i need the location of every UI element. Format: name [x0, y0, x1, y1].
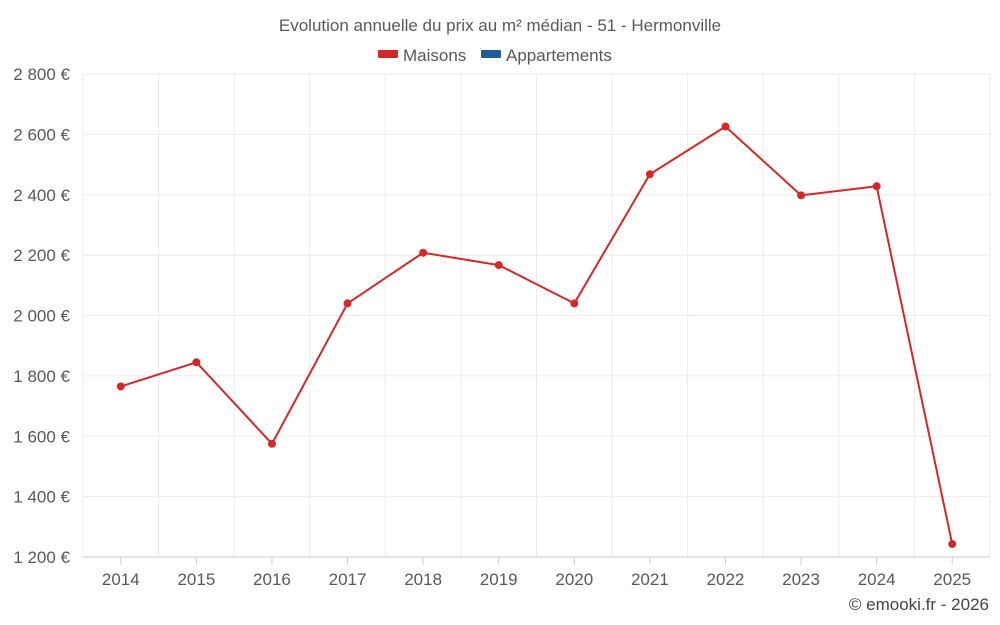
legend-label-appartements: Appartements [506, 46, 612, 65]
data-point-maisons[interactable] [797, 191, 806, 200]
y-tick-label: 1 200 € [13, 548, 70, 567]
y-tick-label: 1 800 € [13, 367, 70, 386]
x-tick-label: 2022 [707, 570, 745, 589]
legend-item-appartements[interactable]: Appartements [481, 46, 612, 65]
data-point-maisons[interactable] [872, 182, 881, 191]
x-tick-label: 2020 [555, 570, 593, 589]
y-tick-label: 1 400 € [13, 488, 70, 507]
x-tick-label: 2017 [329, 570, 367, 589]
credit-text: © emooki.fr - 2026 [849, 595, 989, 614]
data-point-maisons[interactable] [494, 261, 503, 270]
data-point-maisons[interactable] [948, 540, 957, 549]
x-tick-label: 2025 [933, 570, 971, 589]
x-axis: 2014 2015 2016 2017 2018 2019 2020 2021 2022 2023… [83, 556, 990, 589]
x-tick-label: 2019 [480, 570, 518, 589]
y-tick-label: 1 600 € [13, 427, 70, 446]
data-point-maisons[interactable] [645, 170, 654, 179]
x-tick-label: 2018 [404, 570, 442, 589]
data-point-maisons[interactable] [343, 299, 352, 308]
series-line-maisons [120, 125, 954, 545]
x-tick-label: 2023 [782, 570, 820, 589]
data-point-maisons[interactable] [192, 358, 201, 367]
legend: Maisons Appartements [378, 46, 612, 65]
plot-area [116, 122, 957, 549]
y-tick-label: 2 800 € [13, 65, 70, 84]
legend-item-maisons[interactable]: Maisons [378, 46, 466, 65]
data-point-maisons[interactable] [116, 382, 125, 391]
y-tick-label: 2 600 € [13, 125, 70, 144]
x-tick-label: 2014 [102, 570, 140, 589]
data-point-maisons[interactable] [419, 248, 428, 257]
chart-title: Evolution annuelle du prix au m² médian … [279, 16, 721, 35]
x-tick-label: 2021 [631, 570, 669, 589]
x-tick-label: 2015 [177, 570, 215, 589]
legend-swatch-maisons [378, 50, 398, 58]
data-point-maisons[interactable] [721, 122, 730, 131]
x-tick-label: 2016 [253, 570, 291, 589]
y-tick-label: 2 200 € [13, 246, 70, 265]
legend-label-maisons: Maisons [403, 46, 466, 65]
legend-swatch-appartements [481, 50, 501, 58]
data-point-maisons[interactable] [267, 439, 276, 448]
y-axis: 1 200 € 1 400 € 1 600 € 1 800 € 2 000 € 2 200… [13, 65, 70, 567]
grid [82, 73, 991, 558]
data-point-maisons[interactable] [570, 299, 579, 308]
x-tick-label: 2024 [858, 570, 896, 589]
y-tick-label: 2 000 € [13, 307, 70, 326]
y-tick-label: 2 400 € [13, 186, 70, 205]
